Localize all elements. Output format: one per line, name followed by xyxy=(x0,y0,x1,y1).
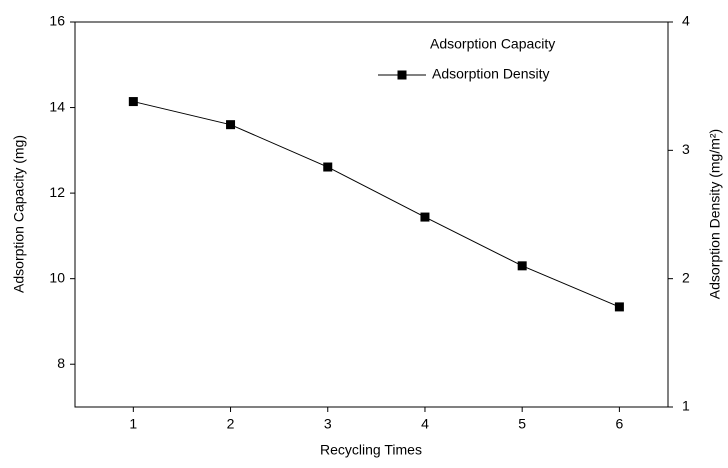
legend-label: Adsorption Capacity xyxy=(430,36,555,52)
data-point xyxy=(226,120,236,130)
data-point xyxy=(128,97,138,107)
y-tick-label: 12 xyxy=(49,184,65,200)
data-point xyxy=(517,261,527,271)
data-point xyxy=(614,302,624,312)
data-point xyxy=(420,212,430,222)
y2-tick-label: 3 xyxy=(682,141,690,157)
legend-marker xyxy=(397,70,407,80)
data-point xyxy=(323,162,333,172)
series-line xyxy=(133,101,620,308)
y2-tick-label: 2 xyxy=(682,269,690,285)
x-axis-label: Recycling Times xyxy=(320,442,422,458)
x-tick-label: 3 xyxy=(324,416,332,432)
y2-axis-label: Adsorption Density (mg/m²) xyxy=(707,129,723,299)
x-tick-label: 6 xyxy=(615,416,623,432)
y-tick-label: 16 xyxy=(49,13,65,29)
y2-tick-label: 4 xyxy=(682,13,690,29)
y2-tick-label: 1 xyxy=(682,398,690,414)
y-axis-label: Adsorption Capacity (mg) xyxy=(11,135,27,293)
x-tick-label: 4 xyxy=(421,416,429,432)
x-tick-label: 5 xyxy=(518,416,526,432)
y-tick-label: 10 xyxy=(49,269,65,285)
y-tick-label: 8 xyxy=(57,355,65,371)
x-tick-label: 2 xyxy=(227,416,235,432)
plot-frame xyxy=(74,21,669,408)
y-tick-label: 14 xyxy=(49,98,65,114)
x-tick-label: 1 xyxy=(129,416,137,432)
legend-label: Adsorption Density xyxy=(432,66,550,82)
